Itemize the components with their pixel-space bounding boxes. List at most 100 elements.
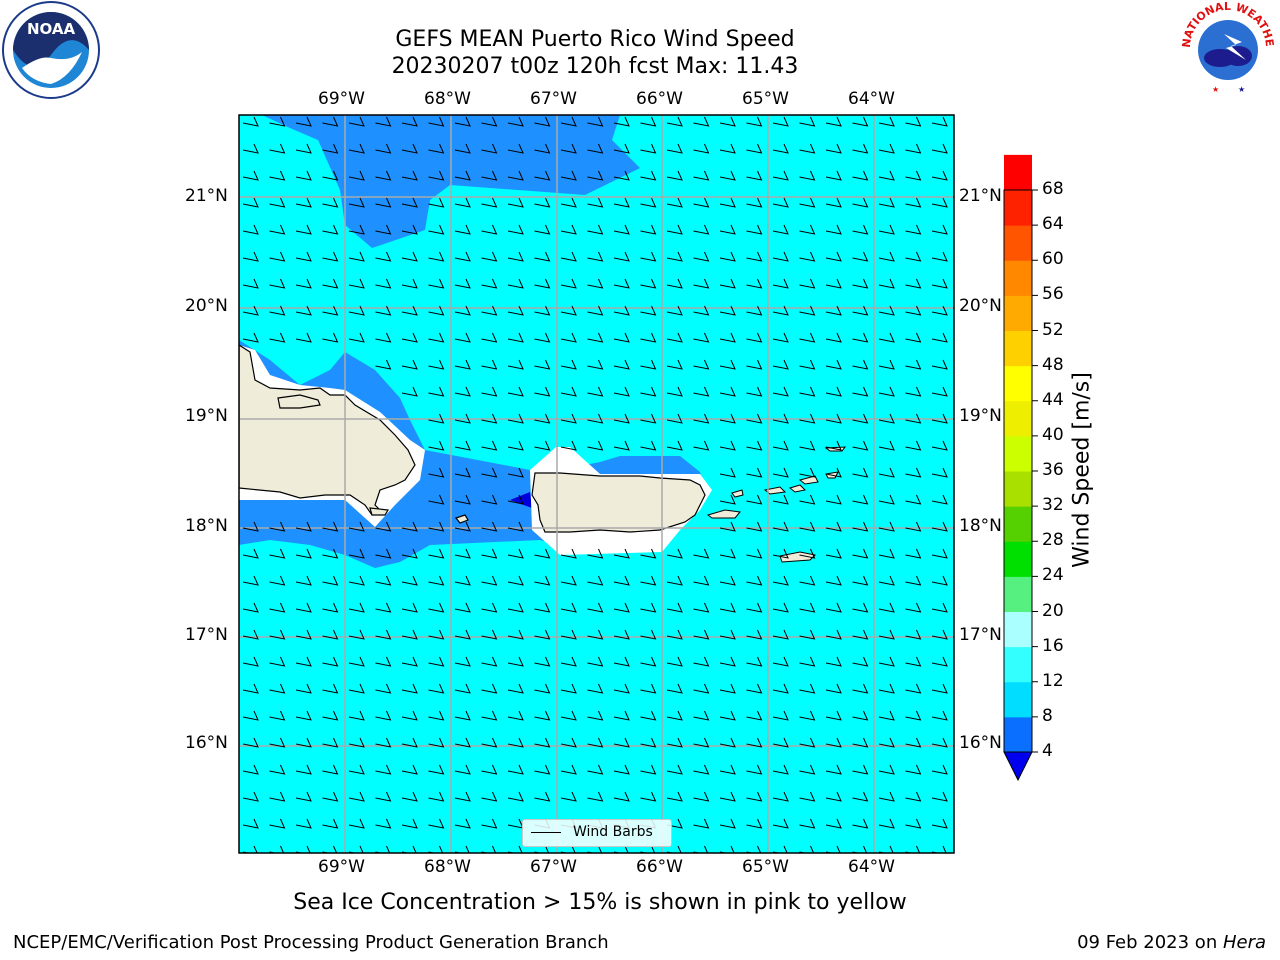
wind-barb: [375, 791, 392, 802]
wind-barb: [693, 143, 710, 154]
wind-barb: [825, 548, 842, 559]
wind-barb: [772, 359, 789, 370]
wind-barb: [640, 629, 657, 640]
colorbar-tick-label: 4: [1042, 741, 1053, 761]
legend-label: Wind Barbs: [573, 824, 653, 840]
colorbar-tick-label: 64: [1042, 214, 1064, 235]
wind-barb: [401, 656, 418, 667]
wind-barb: [878, 548, 895, 559]
wind-barb: [242, 251, 259, 262]
wind-barb: [587, 710, 604, 721]
wind-barb: [878, 845, 894, 853]
wind-barb: [534, 359, 551, 370]
wind-barb: [507, 764, 524, 775]
lon-label-top: 68°W: [424, 89, 471, 109]
colorbar: [1003, 154, 1038, 782]
colorbar-tick-label: 40: [1042, 424, 1064, 445]
wind-barb: [825, 818, 842, 829]
wind-barb: [454, 710, 471, 721]
wind-barb: [772, 764, 789, 775]
nws-star: ★: [1238, 85, 1245, 94]
wind-barb: [825, 251, 842, 262]
colorbar-tick-label: 36: [1042, 460, 1064, 480]
wind-barb: [746, 197, 763, 208]
wind-barb: [428, 494, 445, 505]
wind-barb: [772, 251, 789, 262]
wind-barb: [454, 413, 471, 424]
wind-barb: [269, 224, 286, 235]
wind-barb: [666, 764, 683, 775]
wind-barb: [534, 656, 551, 667]
wind-barb: [640, 737, 657, 748]
wind-barb: [428, 332, 445, 343]
map-subtitle: 20230207 t00z 120h fcst Max: 11.43: [391, 54, 799, 79]
wind-barb: [507, 602, 524, 613]
wind-barb: [428, 440, 445, 451]
wind-barb: [534, 629, 551, 640]
lon-label-bottom: 68°W: [424, 857, 471, 877]
wind-barb: [481, 359, 498, 370]
wind-barb: [640, 224, 657, 235]
wind-barb: [772, 278, 789, 289]
wind-barb: [507, 332, 524, 343]
colorbar-bin: [1004, 154, 1032, 191]
wind-barb: [454, 170, 471, 181]
wind-barb: [534, 224, 551, 235]
wind-barb: [825, 764, 842, 775]
wind-barb: [375, 278, 392, 289]
wind-barb: [481, 656, 498, 667]
wind-barb: [693, 791, 710, 802]
colorbar-tick-label: 48: [1042, 354, 1064, 375]
wind-barb: [481, 791, 498, 802]
wind-barb: [587, 602, 604, 613]
wind-barb: [322, 197, 339, 208]
wind-barb: [375, 737, 392, 748]
wind-barb: [269, 737, 286, 748]
wind-barb: [666, 224, 683, 235]
wind-barb: [799, 332, 816, 343]
wind-barb: [640, 845, 656, 853]
wind-barb: [878, 575, 895, 586]
wind-barb: [295, 305, 312, 316]
wind-barb: [640, 386, 657, 397]
wind-barb: [878, 143, 895, 154]
wind-barb: [905, 197, 922, 208]
wind-barb: [852, 467, 869, 478]
wind-barb: [852, 386, 869, 397]
wind-barb: [878, 710, 895, 721]
wind-barb: [507, 683, 524, 694]
wind-barb: [746, 548, 763, 559]
wind-barb: [481, 467, 498, 478]
wind-barb: [613, 845, 629, 853]
wind-barb: [560, 332, 577, 343]
wind-barb: [772, 737, 789, 748]
wind-barb: [825, 629, 842, 640]
wind-barb: [269, 197, 286, 208]
wind-barb: [507, 467, 524, 478]
lon-label-bottom: 65°W: [742, 857, 789, 877]
wind-barb: [746, 575, 763, 586]
wind-barb: [772, 710, 789, 721]
wind-barb: [852, 791, 869, 802]
wind-barb: [825, 467, 842, 478]
wind-barb: [640, 116, 657, 127]
wind-barb: [242, 575, 259, 586]
wind-barb: [693, 116, 710, 127]
wind-barb: [481, 737, 498, 748]
wind-barb: [269, 764, 286, 775]
wind-barb: [693, 548, 710, 559]
wind-barb: [242, 737, 259, 748]
wind-barb: [905, 467, 922, 478]
colorbar-bin: [1004, 471, 1032, 507]
wind-barb: [693, 845, 709, 853]
wind-barb: [428, 359, 445, 370]
wind-barb: [401, 845, 417, 853]
wind-barb: [295, 224, 312, 235]
wind-barb: [295, 737, 312, 748]
wind-barb: [481, 629, 498, 640]
wind-barb: [322, 764, 339, 775]
wind-barb: [931, 629, 948, 640]
wind-barb: [242, 683, 259, 694]
wind-barb: [613, 548, 630, 559]
wind-barb: [428, 845, 444, 853]
